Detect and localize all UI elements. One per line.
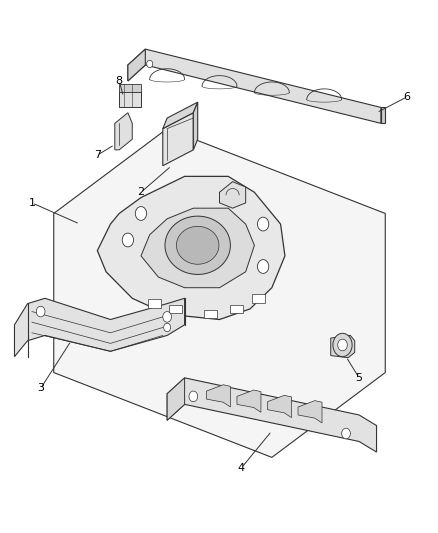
Polygon shape	[53, 128, 385, 457]
Circle shape	[146, 60, 152, 68]
Circle shape	[122, 233, 133, 247]
Text: 3: 3	[37, 383, 44, 393]
Polygon shape	[206, 385, 230, 407]
Polygon shape	[162, 102, 197, 128]
Polygon shape	[119, 92, 141, 108]
Polygon shape	[127, 49, 380, 123]
Polygon shape	[162, 113, 193, 166]
Bar	[230, 305, 243, 313]
Polygon shape	[119, 84, 141, 92]
Circle shape	[36, 306, 45, 317]
Polygon shape	[167, 378, 184, 420]
Text: 4: 4	[237, 463, 244, 473]
Polygon shape	[127, 49, 145, 81]
Bar	[252, 294, 265, 303]
Text: 2: 2	[137, 187, 144, 197]
Circle shape	[332, 333, 351, 357]
Polygon shape	[237, 390, 260, 413]
Bar	[169, 305, 182, 313]
Polygon shape	[380, 108, 385, 123]
Text: 7: 7	[94, 150, 101, 160]
Circle shape	[341, 428, 350, 439]
Circle shape	[257, 260, 268, 273]
Polygon shape	[97, 176, 284, 319]
Text: 8: 8	[115, 76, 123, 86]
Circle shape	[163, 323, 170, 332]
Polygon shape	[167, 378, 376, 452]
Polygon shape	[219, 182, 245, 208]
Circle shape	[162, 312, 171, 322]
Polygon shape	[330, 335, 354, 358]
Polygon shape	[176, 227, 219, 264]
Bar	[204, 310, 217, 318]
Text: 6: 6	[403, 92, 410, 102]
Polygon shape	[267, 395, 291, 418]
Polygon shape	[297, 401, 321, 423]
Polygon shape	[14, 298, 184, 357]
Circle shape	[188, 391, 197, 402]
Circle shape	[257, 217, 268, 231]
Polygon shape	[115, 113, 132, 150]
Circle shape	[337, 339, 346, 351]
Text: 1: 1	[28, 198, 35, 208]
Polygon shape	[141, 208, 254, 288]
Circle shape	[135, 207, 146, 220]
Polygon shape	[193, 102, 197, 150]
Bar	[147, 300, 160, 308]
Polygon shape	[165, 216, 230, 274]
Text: 5: 5	[355, 373, 362, 383]
